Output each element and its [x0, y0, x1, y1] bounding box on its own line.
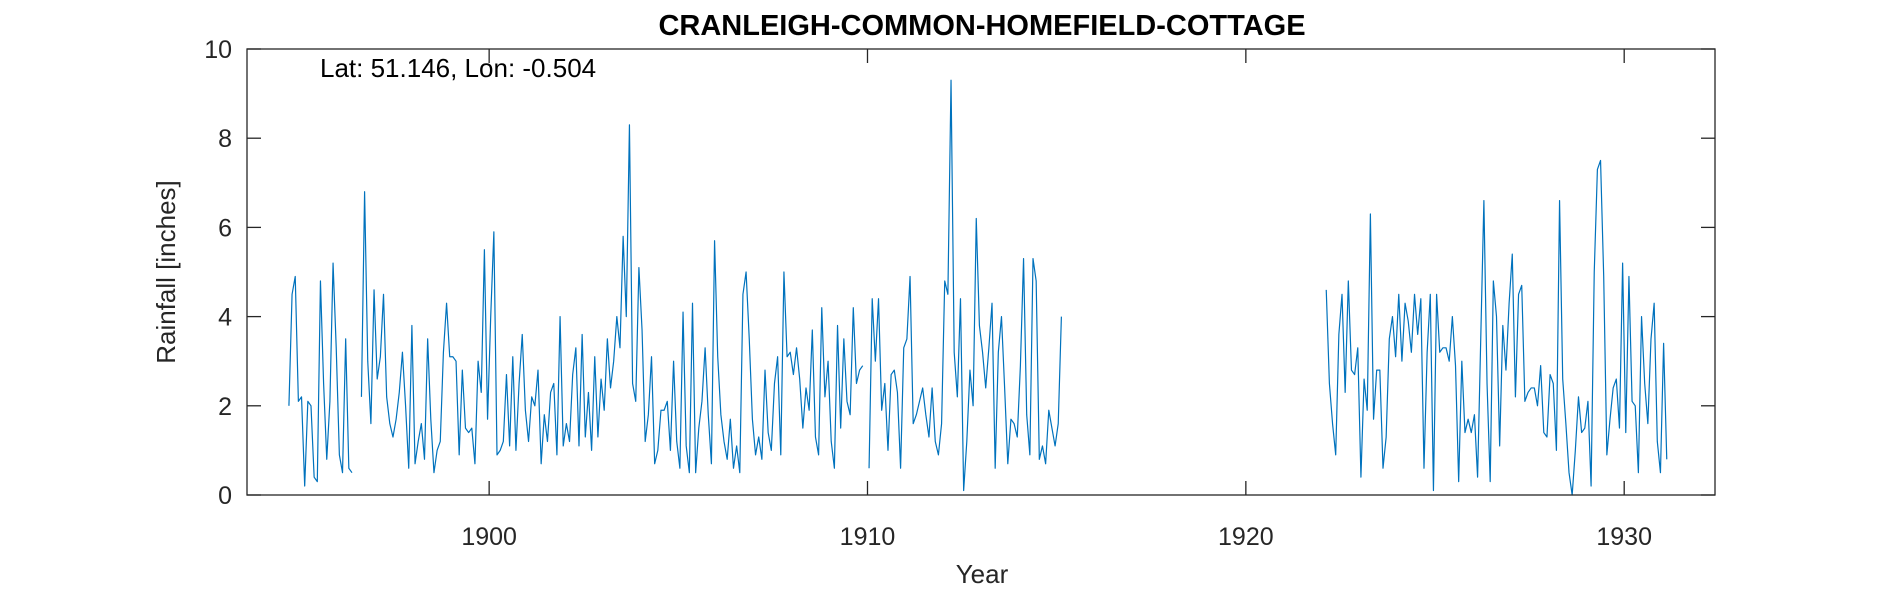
- x-tick-labels: 1900 1910 1920 1930: [461, 523, 1652, 551]
- y-tick-label: 2: [218, 393, 232, 421]
- x-tick-label: 1900: [461, 523, 517, 551]
- y-tick-label: 4: [218, 304, 232, 332]
- x-tick-label: 1910: [840, 523, 896, 551]
- rainfall-series-line: [288, 79, 1668, 496]
- plot-area-box: [246, 48, 1716, 496]
- y-tick-label: 6: [218, 214, 232, 242]
- y-axis-label: Rainfall [inches]: [151, 180, 181, 364]
- x-tick-label: 1930: [1596, 523, 1652, 551]
- y-tick-label: 10: [204, 36, 232, 64]
- y-tick-label: 0: [218, 482, 232, 510]
- y-tick-labels: 0 2 4 6 8 10: [204, 36, 232, 510]
- location-annotation: Lat: 51.146, Lon: -0.504: [320, 53, 596, 83]
- chart-title: CRANLEIGH-COMMON-HOMEFIELD-COTTAGE: [658, 10, 1305, 42]
- y-tick-label: 8: [218, 125, 232, 153]
- x-tick-label: 1920: [1218, 523, 1274, 551]
- x-axis-label: Year: [956, 559, 1009, 589]
